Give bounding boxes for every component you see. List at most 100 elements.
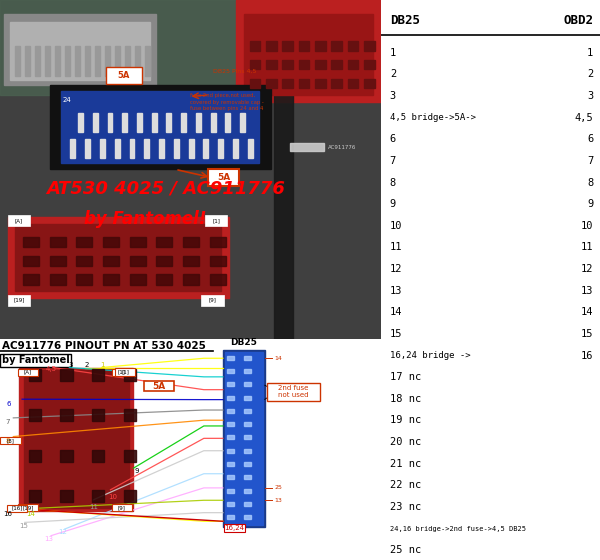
Text: 8: 8 bbox=[390, 178, 396, 188]
Bar bbox=[315, 78, 326, 88]
Text: 24,16 bridge->2nd fuse->4,5 DB25: 24,16 bridge->2nd fuse->4,5 DB25 bbox=[390, 526, 526, 531]
Text: by Fantomel: by Fantomel bbox=[2, 356, 70, 365]
Text: 3: 3 bbox=[390, 91, 396, 101]
Bar bbox=[124, 409, 136, 421]
Bar bbox=[135, 46, 140, 76]
FancyBboxPatch shape bbox=[115, 368, 135, 376]
Bar bbox=[315, 60, 326, 69]
Bar bbox=[103, 274, 119, 284]
Bar bbox=[85, 139, 90, 157]
Bar bbox=[227, 475, 235, 479]
Bar bbox=[218, 139, 223, 157]
Text: 2: 2 bbox=[85, 362, 89, 368]
Text: AC911776 PINOUT PN AT 530 4025: AC911776 PINOUT PN AT 530 4025 bbox=[2, 341, 206, 351]
Text: [19]: [19] bbox=[22, 505, 34, 510]
Bar bbox=[115, 139, 120, 157]
Text: 13: 13 bbox=[581, 286, 593, 296]
Text: 14: 14 bbox=[581, 307, 593, 318]
Bar bbox=[250, 78, 260, 88]
Bar bbox=[103, 256, 119, 266]
Bar bbox=[244, 356, 251, 360]
FancyBboxPatch shape bbox=[8, 215, 30, 226]
Bar bbox=[130, 256, 146, 266]
FancyBboxPatch shape bbox=[112, 504, 132, 511]
Bar bbox=[266, 78, 277, 88]
Bar bbox=[61, 91, 259, 162]
Bar bbox=[137, 114, 142, 132]
Bar bbox=[130, 237, 146, 248]
Bar bbox=[29, 450, 41, 462]
Bar bbox=[75, 46, 80, 76]
FancyBboxPatch shape bbox=[201, 295, 224, 306]
Bar bbox=[244, 475, 251, 479]
Bar bbox=[92, 368, 104, 381]
Text: DB25: DB25 bbox=[390, 14, 420, 27]
Bar bbox=[244, 515, 251, 519]
Bar bbox=[23, 274, 39, 284]
Text: 16: 16 bbox=[3, 511, 12, 516]
Bar bbox=[209, 274, 226, 284]
Bar bbox=[61, 450, 73, 462]
Bar bbox=[227, 382, 235, 386]
Bar bbox=[181, 114, 186, 132]
Bar bbox=[209, 237, 226, 248]
Bar bbox=[23, 237, 39, 248]
Text: 15: 15 bbox=[19, 522, 28, 529]
Text: 5A: 5A bbox=[118, 71, 130, 80]
Bar bbox=[15, 223, 221, 291]
Bar bbox=[244, 436, 251, 440]
Bar bbox=[93, 114, 98, 132]
Bar bbox=[196, 114, 201, 132]
Bar bbox=[55, 46, 60, 76]
Text: 4,5: 4,5 bbox=[46, 366, 56, 372]
Bar bbox=[105, 46, 110, 76]
Bar bbox=[92, 450, 104, 462]
Bar bbox=[183, 256, 199, 266]
Text: 16: 16 bbox=[581, 351, 593, 361]
Bar bbox=[125, 46, 130, 76]
Text: 12: 12 bbox=[58, 529, 67, 535]
Bar bbox=[61, 491, 73, 502]
Text: 25: 25 bbox=[274, 486, 282, 491]
Text: AT530 4025 / AC911776: AT530 4025 / AC911776 bbox=[46, 179, 284, 197]
Bar bbox=[124, 491, 136, 502]
Bar bbox=[174, 139, 179, 157]
Text: 10: 10 bbox=[581, 221, 593, 231]
Text: 12: 12 bbox=[390, 264, 402, 274]
Bar bbox=[240, 114, 245, 132]
Bar bbox=[347, 78, 358, 88]
Bar bbox=[23, 256, 39, 266]
Bar bbox=[115, 46, 120, 76]
Bar bbox=[65, 46, 70, 76]
Text: 1: 1 bbox=[390, 48, 396, 58]
Bar bbox=[35, 46, 40, 76]
FancyBboxPatch shape bbox=[112, 368, 132, 376]
Bar bbox=[233, 139, 238, 157]
Bar bbox=[364, 60, 374, 69]
Text: 21 nc: 21 nc bbox=[390, 459, 421, 469]
Text: 1: 1 bbox=[587, 48, 593, 58]
Bar bbox=[227, 369, 235, 373]
FancyBboxPatch shape bbox=[17, 368, 38, 376]
Text: 16,24 bridge ->: 16,24 bridge -> bbox=[390, 351, 470, 360]
Bar bbox=[203, 139, 208, 157]
Bar bbox=[244, 382, 251, 386]
Text: 5A: 5A bbox=[152, 381, 166, 391]
Bar bbox=[227, 515, 235, 519]
Text: by Fantomel!: by Fantomel! bbox=[84, 209, 206, 227]
Bar bbox=[92, 491, 104, 502]
Text: 2: 2 bbox=[587, 69, 593, 80]
Text: 2nd fuse
not used: 2nd fuse not used bbox=[278, 385, 308, 398]
Text: 12: 12 bbox=[581, 264, 593, 274]
FancyBboxPatch shape bbox=[266, 383, 320, 400]
Bar bbox=[95, 46, 100, 76]
FancyBboxPatch shape bbox=[205, 215, 227, 226]
Bar bbox=[299, 41, 309, 51]
Bar bbox=[159, 139, 164, 157]
Text: 1: 1 bbox=[101, 362, 105, 368]
Bar bbox=[152, 114, 157, 132]
Bar bbox=[156, 256, 172, 266]
Bar bbox=[10, 22, 151, 80]
Bar bbox=[76, 237, 92, 248]
Bar bbox=[211, 114, 215, 132]
